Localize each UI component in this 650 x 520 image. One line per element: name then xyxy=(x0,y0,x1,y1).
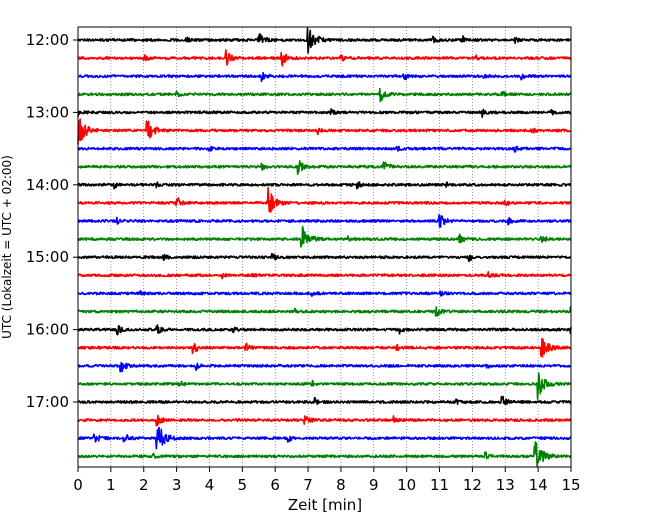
x-tick-label: 8 xyxy=(336,476,346,494)
trace-line xyxy=(77,270,572,280)
x-tick-label: 12 xyxy=(463,476,482,494)
x-tick-label: 6 xyxy=(270,476,280,494)
trace-line xyxy=(77,395,572,406)
trace-line xyxy=(77,289,572,298)
trace-line xyxy=(77,324,572,336)
x-axis-label: Zeit [min] xyxy=(288,496,362,514)
x-tick-label: 15 xyxy=(561,476,580,494)
x-tick-label: 3 xyxy=(172,476,182,494)
y-tick-label: 17:00 xyxy=(26,393,69,411)
y-axis-label: UTC (Lokalzeit = UTC + 02:00) xyxy=(0,155,14,339)
trace-line xyxy=(77,225,572,248)
trace-line xyxy=(77,426,572,450)
x-tick-label: 14 xyxy=(529,476,548,494)
plot-frame xyxy=(77,26,572,468)
trace-line xyxy=(77,186,572,213)
trace-line xyxy=(77,372,572,400)
trace-line xyxy=(77,441,572,467)
x-tick-label: 4 xyxy=(205,476,215,494)
trace-line xyxy=(77,252,572,263)
y-axis-ticks: 12:00 13:00 14:00 15:00 16:00 17:00 xyxy=(26,31,78,411)
y-tick-label: 14:00 xyxy=(26,176,69,194)
x-tick-label: 5 xyxy=(238,476,248,494)
x-axis-ticks: 0 1 2 3 4 5 6 7 8 9 10 11 12 13 14 15 xyxy=(73,467,581,494)
y-tick-label: 13:00 xyxy=(26,103,69,121)
trace-line xyxy=(77,49,572,67)
trace-line xyxy=(77,181,572,190)
x-tick-label: 13 xyxy=(496,476,515,494)
trace-line xyxy=(77,27,572,54)
y-tick-label: 15:00 xyxy=(26,248,69,266)
y-tick-label: 16:00 xyxy=(26,321,69,339)
trace-line xyxy=(77,337,572,358)
x-tick-label: 0 xyxy=(73,476,83,494)
x-tick-label: 2 xyxy=(139,476,149,494)
trace-line xyxy=(77,87,572,103)
x-tick-label: 9 xyxy=(369,476,379,494)
x-tick-label: 10 xyxy=(397,476,416,494)
trace-line xyxy=(77,361,572,373)
trace-line xyxy=(77,118,572,145)
trace-line xyxy=(77,305,572,317)
trace-line xyxy=(77,214,572,228)
x-tick-label: 7 xyxy=(303,476,313,494)
trace-line xyxy=(77,145,572,153)
trace-line xyxy=(77,414,572,427)
trace-line xyxy=(77,108,572,118)
x-tick-label: 11 xyxy=(430,476,449,494)
y-tick-label: 12:00 xyxy=(26,31,69,49)
x-tick-label: 1 xyxy=(106,476,116,494)
trace-line xyxy=(77,160,572,176)
seismic-traces xyxy=(77,27,572,467)
trace-line xyxy=(77,71,572,83)
